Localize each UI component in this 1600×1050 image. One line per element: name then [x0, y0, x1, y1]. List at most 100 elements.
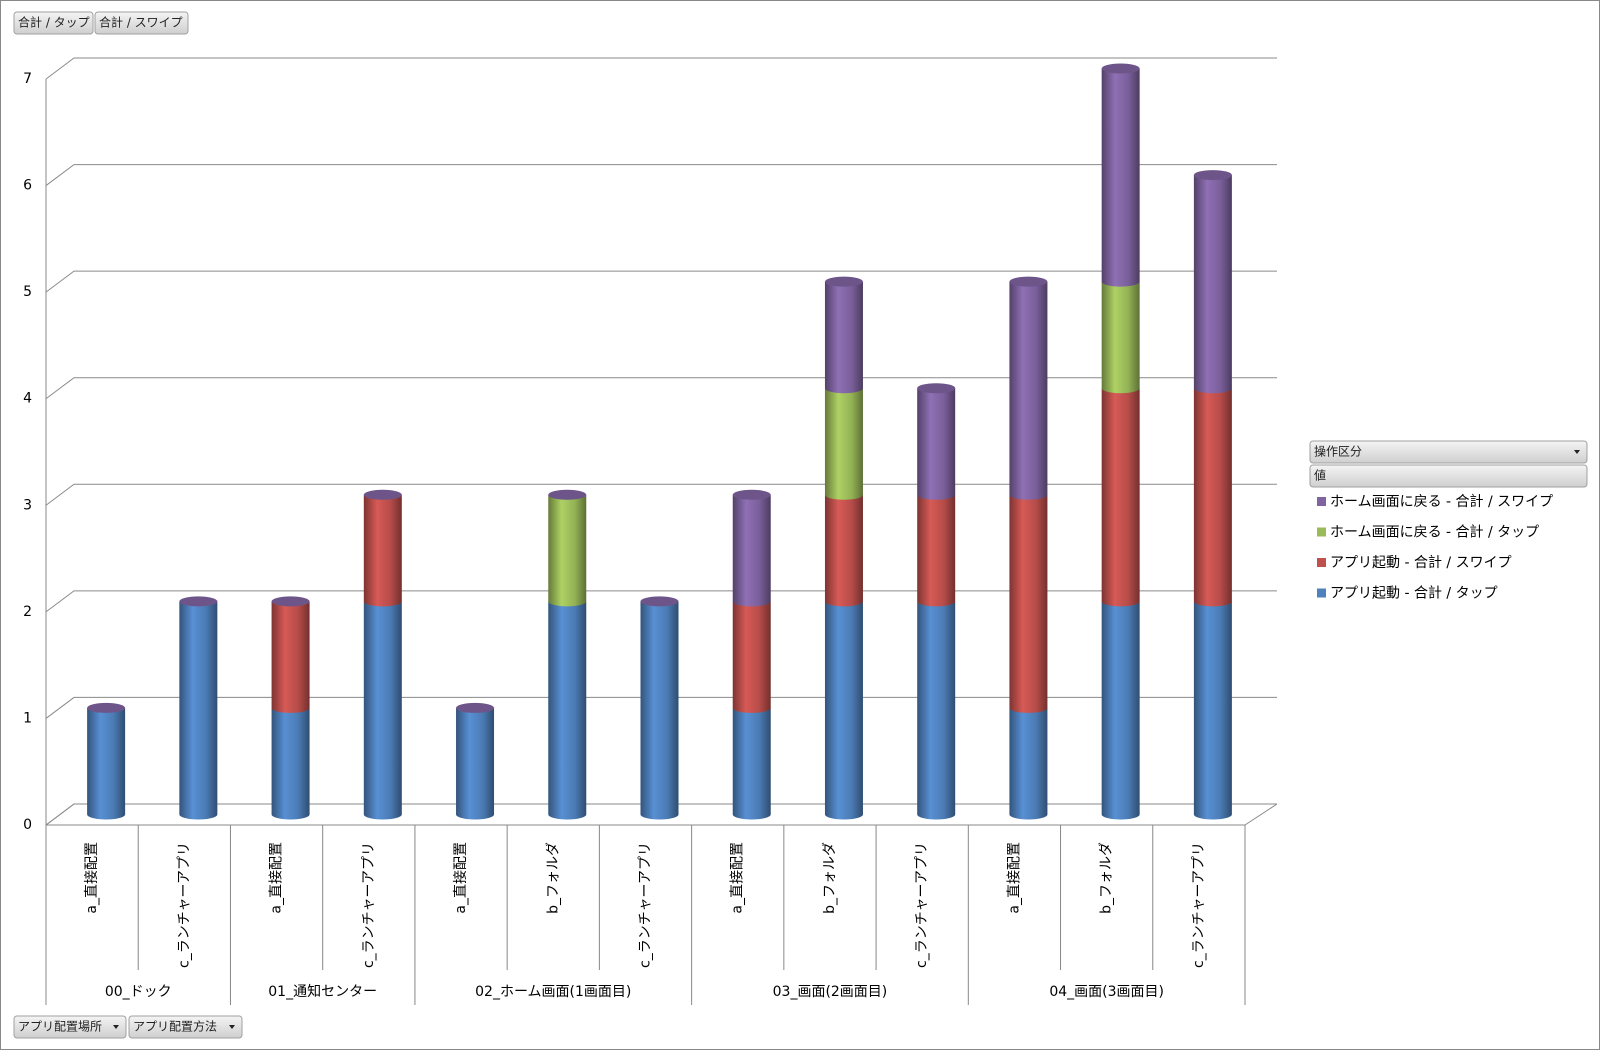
grid-line: [45, 377, 1277, 400]
axis-field-button[interactable]: アプリ配置場所: [13, 1015, 127, 1039]
legend-values-button[interactable]: 値: [1309, 464, 1588, 488]
grid-line: [45, 270, 1277, 293]
floor: [45, 803, 1278, 826]
grid-line: [45, 57, 1277, 80]
bar-cap: [824, 276, 863, 287]
button-body: [13, 11, 94, 35]
x-tick-label: a_直接配置: [1005, 842, 1022, 914]
x-tick-label: b_フォルダ: [1099, 842, 1115, 914]
group-label: 03_画面(2画面目): [773, 984, 888, 1000]
bar-segment: [640, 601, 679, 820]
x-tick-label: c_ランチャーアプリ: [1191, 842, 1207, 968]
bar-segment: [1009, 494, 1048, 713]
x-tick-label: c_ランチャーアプリ: [361, 842, 377, 968]
bar-cap: [179, 596, 218, 607]
bar-segment: [456, 707, 495, 820]
bar-segment: [732, 494, 771, 607]
bar-segment: [271, 601, 310, 713]
bar-cap: [87, 702, 126, 713]
x-tick-label: a_直接配置: [83, 842, 100, 914]
bar-segment: [1193, 175, 1232, 394]
bar-cap: [456, 702, 495, 713]
y-tick-label: 5: [23, 284, 32, 300]
bar-cap: [1009, 276, 1048, 287]
bar-cap: [640, 596, 679, 607]
field-button[interactable]: 合計 / タップ: [13, 11, 94, 35]
bar-segment: [1101, 281, 1140, 394]
x-tick-label: a_直接配置: [729, 842, 746, 914]
bar-segment: [732, 601, 771, 713]
field-button[interactable]: 合計 / スワイプ: [94, 11, 189, 35]
button-body: [1309, 464, 1588, 488]
legend-field-button[interactable]: 操作区分: [1309, 440, 1588, 464]
grid-line: [45, 164, 1277, 186]
bar-segment: [1193, 388, 1232, 607]
y-tick-label: 7: [23, 71, 32, 87]
legend-marker: [1317, 527, 1326, 537]
bar-segment: [824, 601, 863, 820]
bar-segment: [179, 601, 218, 820]
legend-label: アプリ起動 - 合計 / スワイプ: [1330, 555, 1512, 571]
button-label: 操作区分: [1314, 444, 1362, 459]
button-label: アプリ配置方法: [133, 1019, 217, 1034]
x-tick-label: b_フォルダ: [545, 842, 561, 914]
bar-segment: [917, 388, 956, 500]
bar-segment: [824, 388, 863, 500]
button-body: [128, 1015, 243, 1039]
axis-field-button[interactable]: アプリ配置方法: [128, 1015, 243, 1039]
bar-segment: [1009, 707, 1048, 820]
bar-segment: [548, 601, 587, 820]
group-label: 04_画面(3画面目): [1049, 984, 1164, 1000]
bar-cap: [1101, 63, 1140, 74]
x-tick-label: a_直接配置: [268, 842, 285, 914]
bar-segment: [363, 494, 402, 607]
bar-cap: [1193, 170, 1232, 181]
legend-marker: [1317, 497, 1326, 506]
bar-cap: [548, 489, 587, 500]
x-tick-label: c_ランチャーアプリ: [176, 842, 192, 968]
button-label: 合計 / スワイプ: [99, 15, 183, 30]
grid-line: [45, 590, 1277, 613]
button-body: [1309, 440, 1588, 464]
bar-segment: [917, 601, 956, 820]
dropdown-arrow[interactable]: [1574, 450, 1580, 454]
bar-segment: [363, 601, 402, 820]
x-tick-label: c_ランチャーアプリ: [638, 842, 654, 968]
x-tick-label: c_ランチャーアプリ: [914, 842, 930, 968]
grid-line: [45, 696, 1277, 719]
y-tick-label: 1: [23, 710, 32, 726]
bar-segment: [1101, 68, 1140, 287]
y-tick-label: 3: [23, 497, 32, 513]
bar-cap: [271, 596, 310, 607]
dropdown-arrow[interactable]: [229, 1025, 235, 1029]
bar-segment: [824, 281, 863, 394]
bar-segment: [917, 494, 956, 607]
legend-marker: [1317, 588, 1326, 598]
y-tick-label: 4: [23, 391, 32, 407]
bar-segment: [732, 707, 771, 820]
bar-segment: [1193, 601, 1232, 820]
bar-segment: [1009, 281, 1048, 500]
bar-segment: [271, 707, 310, 820]
bar-cap: [363, 489, 402, 500]
bar-cap: [917, 383, 956, 394]
bar-segment: [1101, 388, 1140, 607]
y-tick-label: 2: [23, 604, 32, 620]
button-body: [13, 1015, 127, 1039]
grid-line: [45, 483, 1277, 506]
button-body: [94, 11, 189, 35]
bar-cap: [732, 489, 771, 500]
y-tick-label: 0: [23, 817, 32, 833]
button-label: アプリ配置場所: [18, 1020, 102, 1034]
dropdown-arrow[interactable]: [113, 1025, 119, 1029]
legend-marker: [1317, 558, 1326, 567]
y-tick-label: 6: [23, 178, 32, 194]
button-label: 値: [1314, 468, 1326, 483]
bar-segment: [548, 494, 587, 607]
group-label: 02_ホーム画面(1画面目): [475, 984, 631, 1000]
bar-segment: [1101, 601, 1140, 820]
button-label: 合計 / タップ: [18, 15, 90, 30]
